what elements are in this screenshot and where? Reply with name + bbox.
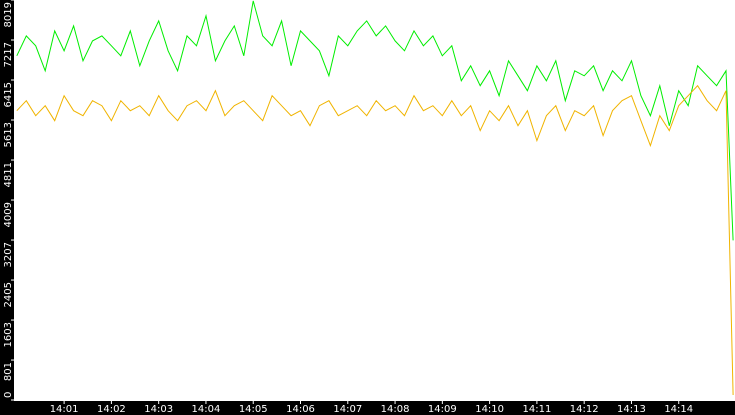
x-tick-label: 14:13: [617, 404, 646, 415]
line-series: [16, 84, 734, 396]
y-axis-strip: [0, 0, 14, 415]
y-tick-label: 4811: [3, 162, 14, 187]
x-tick-label: 14:05: [239, 404, 268, 415]
y-tick-label: 2405: [3, 282, 14, 307]
y-tick-label: 7217: [3, 42, 14, 67]
x-tick-label: 14:09: [428, 404, 457, 415]
y-tick-label: 6415: [3, 82, 14, 107]
x-tick-label: 14:14: [664, 404, 693, 415]
y-tick-label: 801: [3, 362, 14, 381]
x-tick-label: 14:03: [144, 404, 173, 415]
x-tick-label: 14:11: [522, 404, 551, 415]
y-tick-label: 8019: [3, 2, 14, 27]
x-tick-label: 14:08: [381, 404, 410, 415]
x-tick-label: 14:06: [286, 404, 315, 415]
y-tick-label: 1603: [3, 322, 14, 347]
y-tick-label: 5613: [3, 122, 14, 147]
x-tick-label: 14:12: [570, 404, 599, 415]
x-tick-label: 14:01: [50, 404, 79, 415]
x-tick-label: 14:04: [192, 404, 221, 415]
y-tick-label: 4009: [3, 202, 14, 227]
x-tick-label: 14:07: [333, 404, 362, 415]
x-axis-strip: [0, 401, 735, 415]
x-tick-label: 14:02: [97, 404, 126, 415]
line-series: [16, 0, 734, 241]
y-tick-label: 3207: [3, 242, 14, 267]
y-tick-label: 0: [3, 392, 14, 398]
x-tick-label: 14:10: [475, 404, 504, 415]
